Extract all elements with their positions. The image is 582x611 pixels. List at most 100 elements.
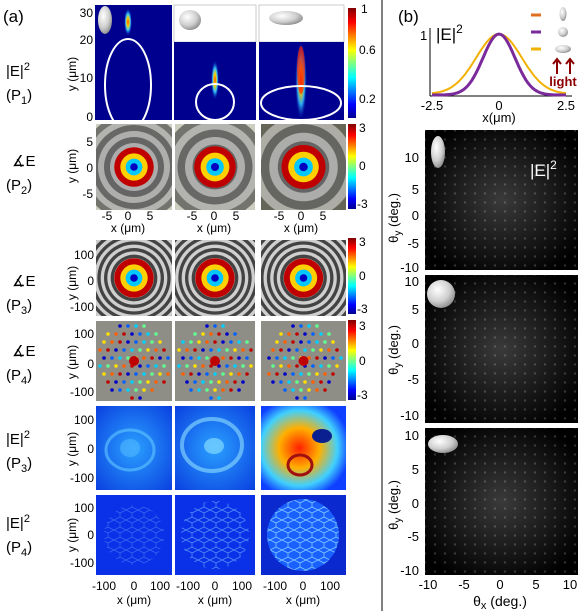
far-field-1: |E|2 (425, 130, 578, 270)
p2-yticks: 5 0 -5 (82, 135, 93, 201)
svg-text:30: 30 (80, 6, 94, 20)
light-arrow-1-icon (552, 57, 562, 74)
p4-ylabel: y (μm) (65, 345, 79, 379)
ff3-ylabel: θy (deg.) (386, 480, 404, 530)
p4i-yticks: 100 0 -100 (70, 501, 94, 570)
p1-tile-prolate (95, 5, 172, 132)
svg-text:-100: -100 (92, 579, 116, 593)
far-field-panels: |E|2 10 5 0 -5 -10 10 5 0 -5 -10 10 (386, 130, 578, 611)
p2-tile-prolate (96, 124, 172, 210)
ff-xlabel: θx (deg.) (473, 593, 527, 611)
svg-text:(P3): (P3) (6, 297, 32, 317)
sphere-icon (179, 10, 201, 30)
p4-tile-prolate (96, 321, 172, 401)
svg-text:-5: -5 (407, 372, 419, 387)
ff-xticks: -10 -5 0 5 10 (419, 577, 578, 592)
row-p3-phase: y (μm) 100 0 -100 3 0 -3 (65, 235, 368, 316)
svg-text:5: 5 (412, 182, 419, 197)
row-p4-intensity: y (μm) 100 0 -100 -100 0 100 -100 0 100 … (65, 495, 346, 607)
p4i-xticks: -100 0 100 -100 0 100 -100 0 100 (92, 579, 340, 593)
p3-colorbar-ticks: 3 0 -3 (357, 235, 368, 316)
svg-text:x (μm): x (μm) (117, 593, 151, 607)
svg-text:-100: -100 (70, 385, 94, 399)
svg-text:10: 10 (405, 150, 419, 165)
svg-text:-5: -5 (458, 577, 470, 592)
ff1-prolate-icon (431, 136, 445, 168)
svg-text:3: 3 (359, 319, 366, 333)
svg-text:0.6: 0.6 (359, 43, 376, 57)
ff3-oblate-icon (428, 435, 458, 453)
p1-tile-sphere (173, 4, 257, 121)
p3-tile-sphere (175, 240, 255, 316)
row-label-1-top: |E| (6, 63, 24, 80)
svg-text:5: 5 (86, 135, 93, 149)
svg-text:-100: -100 (263, 579, 287, 593)
svg-text:|E|2: |E|2 (6, 513, 30, 532)
svg-text:-10: -10 (400, 260, 419, 275)
panel-a-label: (a) (3, 7, 24, 26)
far-field-title: |E|2 (530, 158, 557, 180)
far-field-3 (425, 428, 578, 575)
svg-text:0: 0 (125, 209, 132, 223)
svg-text:-2.5: -2.5 (421, 98, 443, 113)
svg-text:5: 5 (233, 209, 240, 223)
panel-b-label: (b) (398, 7, 419, 26)
svg-text:0: 0 (412, 336, 419, 351)
p4i-xlabels: x (μm) x (μm) x (μm) (117, 593, 320, 607)
legend-oblate-icon (555, 45, 571, 53)
p4-tile-sphere (175, 321, 255, 401)
svg-text:5: 5 (320, 209, 327, 223)
svg-text:0: 0 (496, 577, 503, 592)
svg-text:-3: -3 (357, 302, 368, 316)
svg-text:3: 3 (359, 235, 366, 249)
p2-colorbar (348, 124, 356, 209)
svg-text:0: 0 (86, 110, 93, 124)
p1-ylabel: y (μm) (65, 57, 79, 91)
p3-tile-prolate (96, 240, 172, 316)
p4i-tile-2 (175, 495, 255, 575)
profile-xlabel: x(μm) (482, 110, 515, 125)
svg-text:|E|2: |E|2 (6, 61, 30, 80)
oblate-spheroid-icon (269, 11, 303, 25)
p3-yticks: 100 0 -100 (70, 248, 94, 314)
p2-xticks: -5 0 5 -5 0 5 -5 0 5 (102, 209, 327, 223)
p4i-tile-1 (96, 495, 172, 575)
svg-text:0: 0 (359, 269, 366, 283)
ff1-ylabel: θy (deg.) (386, 193, 404, 243)
svg-text:10: 10 (405, 428, 419, 443)
svg-text:(P1): (P1) (6, 87, 32, 107)
svg-text:(P2): (P2) (6, 177, 32, 197)
svg-text:100: 100 (74, 413, 94, 427)
svg-text:0: 0 (87, 357, 94, 371)
svg-text:0: 0 (412, 208, 419, 223)
ff2-sphere-icon (427, 280, 455, 308)
svg-text:x (μm): x (μm) (111, 221, 145, 235)
ff3-yticks: 10 5 0 -5 -10 (400, 428, 419, 578)
svg-text:(P3): (P3) (6, 455, 32, 475)
row-label-2: ∡E (P2) (6, 153, 35, 197)
svg-text:10: 10 (405, 274, 419, 289)
row-label-1: |E|2 (P1) (6, 61, 32, 107)
svg-text:(P4): (P4) (6, 367, 32, 387)
svg-text:-10: -10 (400, 563, 419, 578)
p4i-tile-3 (261, 495, 346, 575)
row-label-6: |E|2 (P4) (6, 513, 32, 559)
svg-text:-5: -5 (82, 187, 93, 201)
svg-text:3: 3 (359, 121, 366, 135)
svg-text:2.5: 2.5 (557, 98, 575, 113)
row-p3-intensity: y (μm) 100 0 -100 (65, 406, 346, 490)
svg-text:100: 100 (150, 579, 170, 593)
svg-text:0: 0 (212, 579, 219, 593)
p3i-tile-3 (261, 406, 346, 490)
p3i-tile-1 (96, 406, 172, 490)
svg-text:x (μm): x (μm) (284, 221, 318, 235)
svg-text:x (μm): x (μm) (286, 593, 320, 607)
ff2-ylabel: θy (deg.) (386, 325, 404, 375)
p3i-tile-2 (175, 406, 255, 490)
svg-text:0: 0 (412, 496, 419, 511)
svg-text:|E|2: |E|2 (6, 429, 30, 448)
prolate-spheroid-icon (98, 6, 112, 34)
svg-text:0: 0 (87, 528, 94, 542)
svg-text:100: 100 (74, 248, 94, 262)
svg-text:∡E: ∡E (12, 343, 35, 360)
